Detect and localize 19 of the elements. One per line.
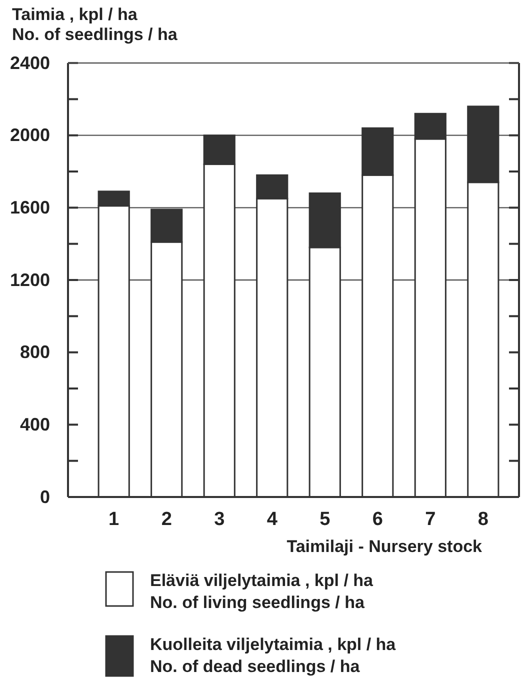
x-tick-label: 6 xyxy=(372,509,383,530)
y-axis-title: Taimia , kpl / ha No. of seedlings / ha xyxy=(12,5,178,44)
x-tick-label: 4 xyxy=(266,509,278,530)
x-tick-label: 7 xyxy=(425,509,436,530)
x-tick-label: 3 xyxy=(214,509,225,530)
x-tick-label: 2 xyxy=(161,509,172,530)
x-axis-title: Taimilaji - Nursery stock xyxy=(286,537,483,556)
x-tick-label: 8 xyxy=(478,509,488,530)
y-tick-label: 1600 xyxy=(10,197,50,218)
y-tick-label: 2400 xyxy=(10,52,50,73)
y-tick-label: 2000 xyxy=(10,125,50,146)
x-tick-label: 5 xyxy=(320,509,331,530)
legend-label: Kuolleita viljelytaimia , kpl / ha No. of dead seedlings / ha xyxy=(150,635,396,676)
y-tick-label: 1200 xyxy=(10,270,50,290)
y-tick-label: 400 xyxy=(20,414,50,434)
y-tick-label: 0 xyxy=(40,486,50,507)
legend-label: Eläviä viljelytaimia , kpl / ha No. of living seedlings / ha xyxy=(150,571,374,612)
x-tick-label: 1 xyxy=(108,509,120,530)
y-tick-label: 800 xyxy=(20,342,50,362)
